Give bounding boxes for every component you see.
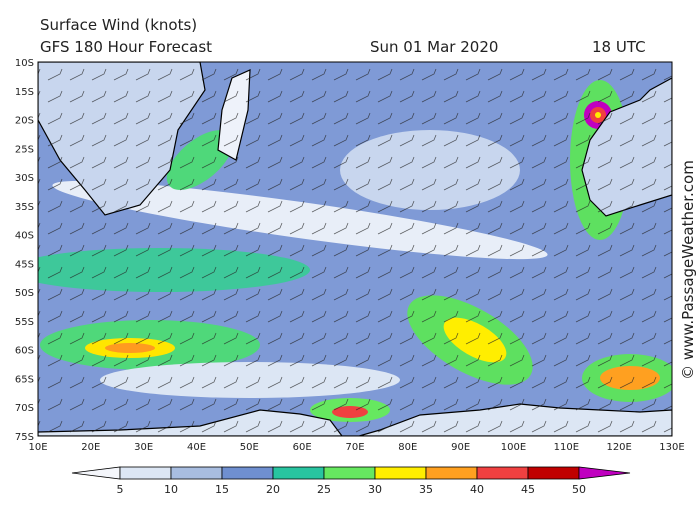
colorbar-segment xyxy=(374,466,427,480)
lat-label: 35S xyxy=(15,202,34,213)
lat-label: 75S xyxy=(15,432,34,443)
colorbar-label: 35 xyxy=(419,483,433,496)
lon-label: 10E xyxy=(28,442,47,453)
colorbar-segment xyxy=(476,466,529,480)
colorbar-label: 10 xyxy=(164,483,178,496)
colorbar-segment xyxy=(425,466,478,480)
lon-label: 70E xyxy=(345,442,364,453)
colorbar-end xyxy=(71,466,121,480)
colorbar-segment xyxy=(170,466,223,480)
lat-label: 65S xyxy=(15,374,34,385)
lon-label: 130E xyxy=(659,442,684,453)
lon-label: 120E xyxy=(606,442,631,453)
lon-label: 20E xyxy=(81,442,100,453)
colorbar: 5 10 15 20 25 30 35 40 45 50 xyxy=(71,466,631,496)
lon-label: 40E xyxy=(187,442,206,453)
colorbar-segment xyxy=(272,466,325,480)
colorbar-label: 20 xyxy=(266,483,280,496)
lat-label: 40S xyxy=(15,231,34,242)
lat-label: 55S xyxy=(15,317,34,328)
colorbar-label: 15 xyxy=(215,483,229,496)
lat-label: 45S xyxy=(15,259,34,270)
lat-label: 50S xyxy=(15,288,34,299)
map-frame xyxy=(37,61,673,437)
lon-label: 50E xyxy=(240,442,259,453)
lat-label: 10S xyxy=(15,58,34,69)
colorbar-label: 25 xyxy=(317,483,331,496)
colorbar-end xyxy=(578,466,631,480)
colorbar-label: 45 xyxy=(521,483,535,496)
date: Sun 01 Mar 2020 xyxy=(370,38,498,56)
time: 18 UTC xyxy=(592,38,646,56)
lon-label: 110E xyxy=(554,442,579,453)
colorbar-label: 50 xyxy=(572,483,586,496)
lat-label: 60S xyxy=(15,346,34,357)
lat-labels: 10S 15S 20S 25S 30S 35S 40S 45S 50S 55S 60S 65S 70S 7… xyxy=(15,58,34,443)
lat-label: 30S xyxy=(15,173,34,184)
lat-label: 20S xyxy=(15,116,34,127)
colorbar-label: 5 xyxy=(117,483,124,496)
lon-label: 90E xyxy=(451,442,470,453)
lon-label: 30E xyxy=(134,442,153,453)
lon-label: 80E xyxy=(398,442,417,453)
lat-label: 70S xyxy=(15,403,34,414)
colorbar-label: 40 xyxy=(470,483,484,496)
colorbar-segment xyxy=(323,466,376,480)
colorbar-label: 30 xyxy=(368,483,382,496)
lon-labels: 10E 20E 30E 40E 50E 60E 70E 80E 90E 100E 110E 120E 1… xyxy=(28,442,684,453)
credit: © www.PassageWeather.com xyxy=(679,160,697,380)
subtitle: GFS 180 Hour Forecast xyxy=(40,38,212,56)
title: Surface Wind (knots) xyxy=(40,16,197,34)
colorbar-segment xyxy=(221,466,274,480)
lat-label: 25S xyxy=(15,144,34,155)
lat-label: 15S xyxy=(15,87,34,98)
lon-label: 100E xyxy=(501,442,526,453)
colorbar-segment xyxy=(119,466,172,480)
lon-label: 60E xyxy=(293,442,312,453)
map xyxy=(38,62,672,436)
colorbar-segment xyxy=(527,466,580,480)
